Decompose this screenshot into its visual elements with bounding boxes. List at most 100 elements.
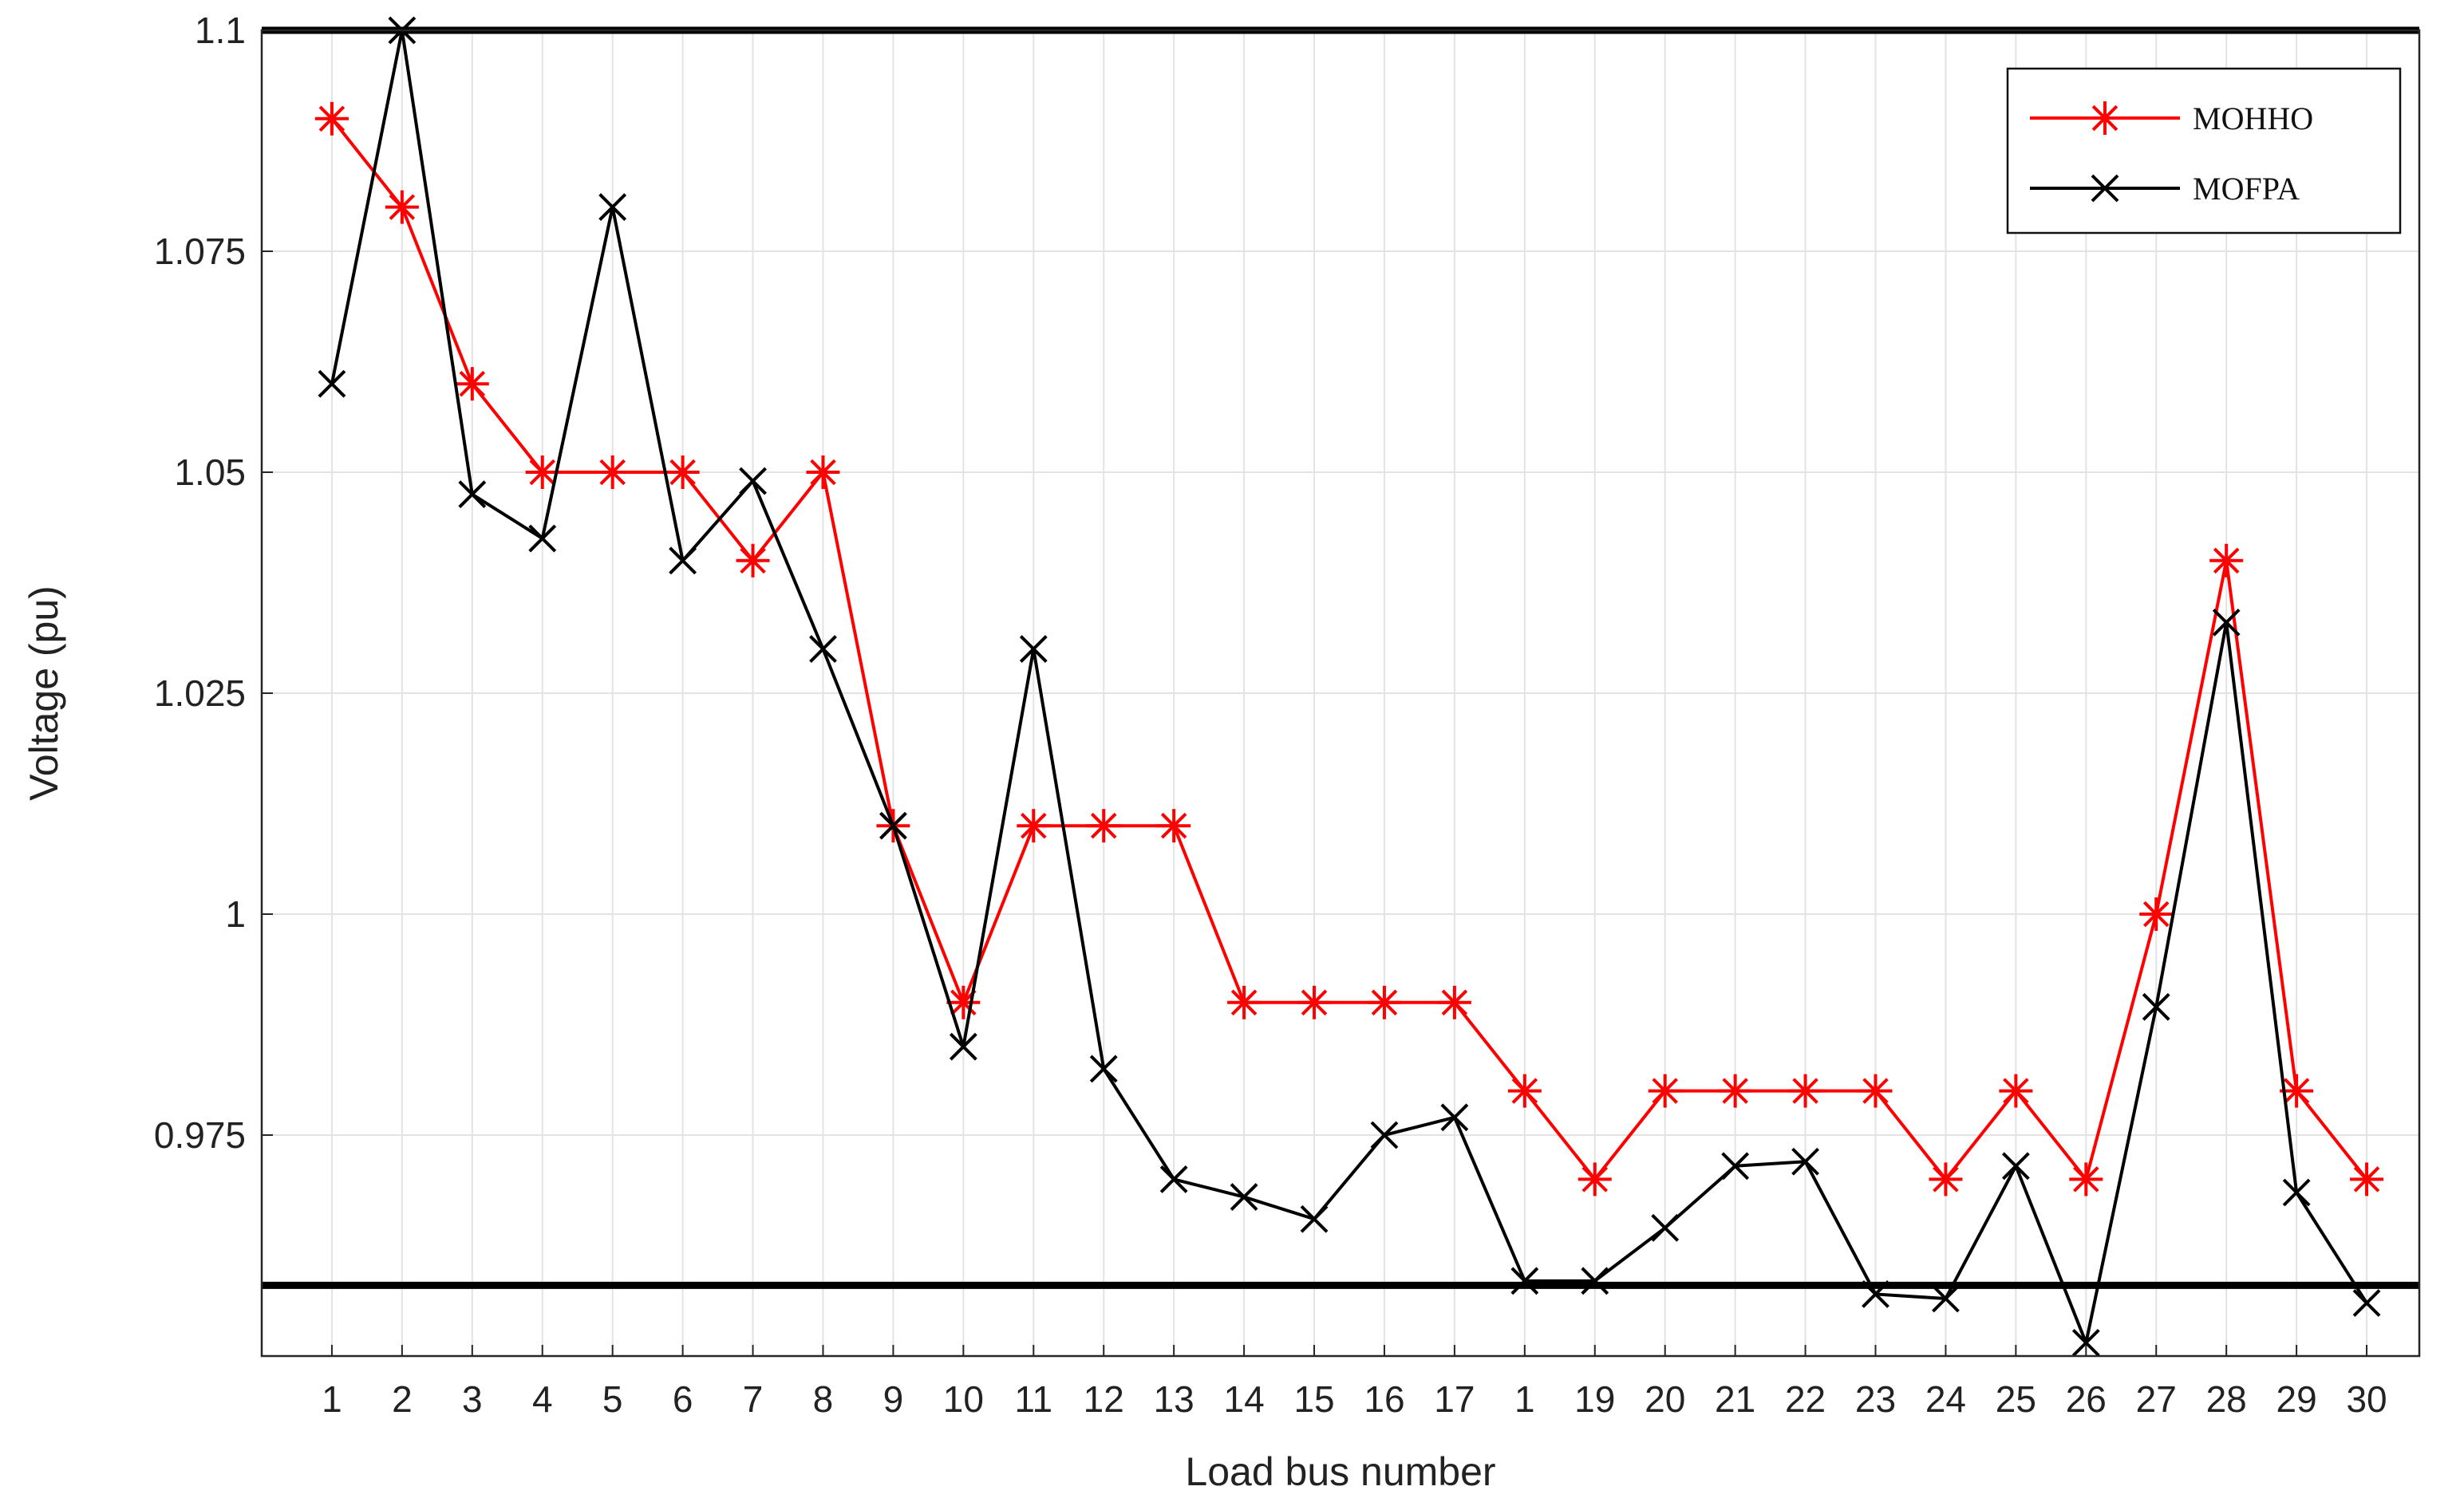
x-tick-label: 1 — [322, 1378, 342, 1420]
data-point-mohho — [385, 190, 419, 224]
asterisk-stroke — [1722, 1078, 1748, 1104]
y-axis-label: Voltage (pu) — [22, 585, 66, 801]
data-point-mofpa — [1440, 1103, 1469, 1132]
x-stroke — [528, 524, 557, 553]
asterisk-stroke — [2073, 1166, 2099, 1193]
data-point-mofpa — [458, 480, 487, 509]
data-point-mohho — [1367, 985, 1401, 1019]
series-mofpa — [318, 16, 2381, 1357]
data-point-mohho — [1648, 1074, 1682, 1108]
data-point-mofpa — [1791, 1147, 1819, 1176]
data-point-mohho — [2209, 543, 2244, 578]
y-tick-label: 1.025 — [154, 672, 246, 714]
x-tick-label: 20 — [1645, 1378, 1685, 1420]
asterisk-stroke — [2003, 1078, 2029, 1104]
data-point-mohho — [1929, 1162, 1963, 1197]
series-line-mofpa — [330, 29, 2368, 1345]
x-stroke — [2071, 1328, 2100, 1357]
data-point-mohho — [736, 543, 770, 578]
data-point-mofpa — [1230, 1183, 1258, 1211]
legend-item-mofpa: MOFPA — [2030, 171, 2300, 207]
x-tick-label: 3 — [462, 1378, 483, 1420]
data-point-mofpa — [528, 524, 557, 553]
data-point-mofpa — [2212, 608, 2241, 637]
y-tick-label: 1.1 — [195, 10, 246, 51]
asterisk-stroke — [1652, 1078, 1678, 1104]
data-point-mohho — [455, 367, 489, 401]
data-point-mofpa — [809, 635, 837, 664]
data-point-mohho — [2139, 897, 2174, 931]
x-tick-label: 15 — [1293, 1378, 1334, 1420]
x-tick-label: 14 — [1224, 1378, 1265, 1420]
y-tick-label: 1.05 — [174, 451, 246, 493]
x-tick-label: 17 — [1434, 1378, 1475, 1420]
legend-label: MOHHO — [2193, 101, 2313, 136]
asterisk-stroke — [2353, 1166, 2380, 1193]
x-axis-label: Load bus number — [1185, 1449, 1495, 1494]
data-point-mohho — [1157, 809, 1191, 843]
asterisk-stroke — [1090, 812, 1117, 839]
legend-box — [2006, 67, 2402, 235]
asterisk-stroke — [2283, 1078, 2310, 1104]
asterisk-stroke — [1933, 1166, 1959, 1193]
data-point-mohho — [595, 455, 630, 489]
x-stroke — [1300, 1204, 1329, 1233]
x-stroke — [2142, 992, 2170, 1021]
x-stroke — [1440, 1103, 1469, 1132]
x-stroke — [1159, 1165, 1188, 1193]
data-point-mofpa — [1862, 1280, 1889, 1308]
x-stroke — [809, 635, 837, 664]
x-stroke — [1230, 1183, 1258, 1211]
x-stroke — [1721, 1152, 1750, 1181]
asterisk-stroke — [669, 459, 696, 486]
x-tick-label: 23 — [1855, 1378, 1896, 1420]
x-stroke — [2282, 1178, 2311, 1207]
series-layer — [314, 16, 2384, 1357]
x-tick-label: 21 — [1715, 1378, 1755, 1420]
x-stroke — [1581, 1267, 1609, 1295]
x-stroke — [739, 467, 767, 495]
data-point-mohho — [1578, 1162, 1612, 1197]
legend: MOHHO MOFPA — [2006, 67, 2402, 235]
x-tick-label: 30 — [2346, 1378, 2387, 1420]
x-stroke — [1510, 1267, 1539, 1295]
data-point-mofpa — [879, 811, 907, 840]
x-tick-label: 4 — [532, 1378, 553, 1420]
x-tick-label: 24 — [1925, 1378, 1966, 1420]
x-tick-label: 12 — [1084, 1378, 1124, 1420]
data-point-mofpa — [2142, 992, 2170, 1021]
asterisk-stroke — [1371, 989, 1398, 1016]
x-tick-label: 7 — [743, 1378, 764, 1420]
asterisk-stroke — [810, 459, 836, 486]
x-stroke — [1089, 1055, 1118, 1083]
x-tick-label: 10 — [943, 1378, 984, 1420]
asterisk-stroke — [1581, 1166, 1609, 1193]
data-point-mohho — [1858, 1074, 1893, 1108]
data-point-mofpa — [1651, 1213, 1680, 1242]
x-tick-label: 16 — [1364, 1378, 1404, 1420]
x-stroke — [2212, 608, 2241, 637]
asterisk-stroke — [1862, 1078, 1889, 1104]
x-stroke — [879, 811, 907, 840]
y-tick-label: 1 — [225, 893, 246, 935]
x-tick-label: 29 — [2276, 1378, 2317, 1420]
data-point-mohho — [665, 455, 700, 489]
asterisk-stroke — [529, 459, 556, 486]
x-stroke — [2001, 1152, 2030, 1181]
data-point-mofpa — [1510, 1267, 1539, 1295]
x-stroke — [949, 1032, 977, 1061]
data-point-mofpa — [1581, 1267, 1609, 1295]
asterisk-stroke — [599, 459, 626, 486]
x-tick-label: 22 — [1785, 1378, 1826, 1420]
data-point-mofpa — [1019, 635, 1048, 664]
data-point-mohho — [1297, 985, 1332, 1019]
data-point-mohho — [806, 455, 840, 489]
data-point-mohho — [2350, 1162, 2384, 1197]
y-tick-label: 0.975 — [154, 1114, 246, 1156]
asterisk-stroke — [2091, 104, 2118, 132]
asterisk-stroke — [740, 547, 766, 574]
x-tick-label: 11 — [1014, 1378, 1052, 1420]
data-point-mohho — [1788, 1074, 1822, 1108]
data-point-mofpa — [949, 1032, 977, 1061]
x-stroke — [669, 546, 697, 575]
